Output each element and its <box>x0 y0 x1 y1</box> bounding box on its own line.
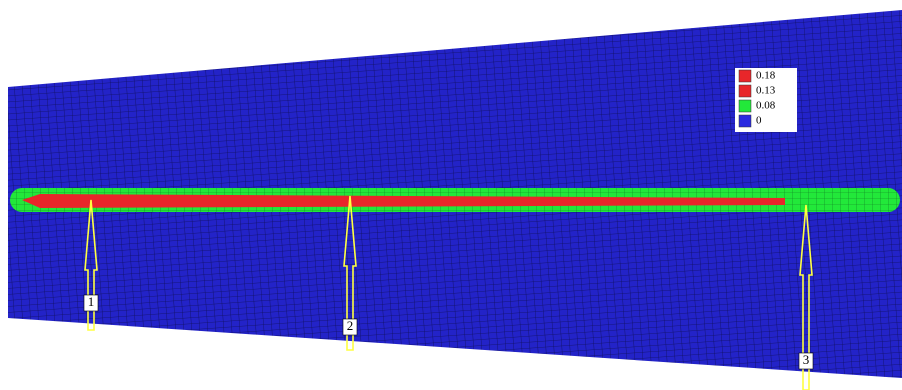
legend-swatch <box>739 85 751 97</box>
legend-label: 0 <box>756 115 762 127</box>
marker-label: 2 <box>347 318 354 333</box>
legend-swatch <box>739 70 751 82</box>
marker-label: 1 <box>88 294 95 309</box>
legend-label: 0.18 <box>756 70 776 82</box>
page: 0.180.130.080 123 (() => { const data = … <box>0 0 902 390</box>
legend-label: 0.08 <box>756 100 776 112</box>
legend-swatch <box>739 115 751 127</box>
scene: 0.18 0.13 0.08 0 1 2 3 <box>0 0 902 390</box>
legend-swatch <box>739 100 751 112</box>
marker-label: 3 <box>803 352 810 367</box>
legend-label: 0.13 <box>756 85 776 97</box>
